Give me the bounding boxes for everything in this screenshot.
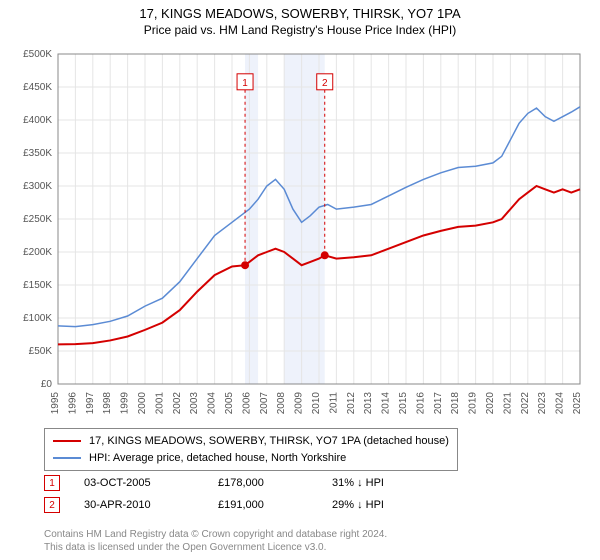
legend-item: 17, KINGS MEADOWS, SOWERBY, THIRSK, YO7 … bbox=[53, 433, 449, 450]
svg-text:£100K: £100K bbox=[23, 313, 52, 324]
svg-text:£200K: £200K bbox=[23, 247, 52, 258]
sale-price: £178,000 bbox=[218, 477, 308, 489]
svg-text:£400K: £400K bbox=[23, 115, 52, 126]
svg-text:£300K: £300K bbox=[23, 181, 52, 192]
chart-title-block: 17, KINGS MEADOWS, SOWERBY, THIRSK, YO7 … bbox=[0, 0, 600, 38]
svg-text:2008: 2008 bbox=[276, 392, 287, 415]
sale-hpi-delta: 31% ↓ HPI bbox=[332, 477, 422, 489]
svg-text:£250K: £250K bbox=[23, 214, 52, 225]
svg-text:1999: 1999 bbox=[120, 392, 131, 415]
legend-swatch bbox=[53, 457, 81, 459]
svg-text:2018: 2018 bbox=[450, 392, 461, 415]
svg-text:2013: 2013 bbox=[363, 392, 374, 415]
svg-text:2007: 2007 bbox=[259, 392, 270, 415]
footer-line1: Contains HM Land Registry data © Crown c… bbox=[44, 528, 387, 541]
svg-text:2: 2 bbox=[322, 78, 328, 89]
svg-text:2023: 2023 bbox=[537, 392, 548, 415]
svg-text:2020: 2020 bbox=[485, 392, 496, 415]
legend-label: HPI: Average price, detached house, Nort… bbox=[89, 450, 346, 467]
svg-text:2016: 2016 bbox=[415, 392, 426, 415]
legend-item: HPI: Average price, detached house, Nort… bbox=[53, 450, 449, 467]
sale-date: 03-OCT-2005 bbox=[84, 477, 194, 489]
footer-line2: This data is licensed under the Open Gov… bbox=[44, 541, 387, 554]
svg-text:2004: 2004 bbox=[207, 392, 218, 415]
svg-text:2006: 2006 bbox=[241, 392, 252, 415]
svg-text:£50K: £50K bbox=[29, 346, 53, 357]
sales-table: 1 03-OCT-2005 £178,000 31% ↓ HPI 2 30-APR-201… bbox=[44, 472, 422, 516]
svg-text:2019: 2019 bbox=[468, 392, 479, 415]
svg-text:2011: 2011 bbox=[328, 392, 339, 414]
svg-text:1995: 1995 bbox=[50, 392, 61, 415]
svg-text:1997: 1997 bbox=[85, 392, 96, 415]
svg-text:2003: 2003 bbox=[189, 392, 200, 415]
legend-label: 17, KINGS MEADOWS, SOWERBY, THIRSK, YO7 … bbox=[89, 433, 449, 450]
sale-point-1 bbox=[241, 261, 249, 269]
svg-text:2022: 2022 bbox=[520, 392, 531, 415]
sale-hpi-delta: 29% ↓ HPI bbox=[332, 499, 422, 511]
svg-text:1998: 1998 bbox=[102, 392, 113, 415]
svg-text:£150K: £150K bbox=[23, 280, 52, 291]
svg-text:2001: 2001 bbox=[154, 392, 165, 415]
svg-text:2025: 2025 bbox=[572, 392, 583, 415]
svg-text:£0: £0 bbox=[41, 379, 53, 390]
svg-text:1: 1 bbox=[242, 78, 248, 89]
sale-row: 2 30-APR-2010 £191,000 29% ↓ HPI bbox=[44, 494, 422, 516]
sale-marker-badge: 2 bbox=[44, 497, 60, 513]
svg-text:2009: 2009 bbox=[294, 392, 305, 415]
svg-text:2017: 2017 bbox=[433, 392, 444, 415]
legend-swatch bbox=[53, 440, 81, 442]
sale-price: £191,000 bbox=[218, 499, 308, 511]
svg-text:2024: 2024 bbox=[555, 392, 566, 415]
price-chart: £0 £50K £100K £150K £200K £250K £300K £350K £400… bbox=[10, 48, 590, 418]
legend: 17, KINGS MEADOWS, SOWERBY, THIRSK, YO7 … bbox=[44, 428, 458, 471]
svg-text:2021: 2021 bbox=[502, 392, 513, 415]
footer-attribution: Contains HM Land Registry data © Crown c… bbox=[44, 528, 387, 554]
svg-text:2010: 2010 bbox=[311, 392, 322, 415]
svg-text:1996: 1996 bbox=[67, 392, 78, 415]
svg-text:£500K: £500K bbox=[23, 49, 52, 60]
svg-text:2002: 2002 bbox=[172, 392, 183, 415]
title-subtitle: Price paid vs. HM Land Registry's House … bbox=[0, 23, 600, 39]
svg-text:2005: 2005 bbox=[224, 392, 235, 415]
title-address: 17, KINGS MEADOWS, SOWERBY, THIRSK, YO7 … bbox=[0, 6, 600, 23]
sale-marker-badge: 1 bbox=[44, 475, 60, 491]
chart-svg: £0 £50K £100K £150K £200K £250K £300K £350K £400… bbox=[10, 48, 590, 418]
sale-row: 1 03-OCT-2005 £178,000 31% ↓ HPI bbox=[44, 472, 422, 494]
svg-text:£350K: £350K bbox=[23, 148, 52, 159]
sale-date: 30-APR-2010 bbox=[84, 499, 194, 511]
svg-text:2012: 2012 bbox=[346, 392, 357, 415]
sale-point-2 bbox=[321, 251, 329, 259]
svg-text:2000: 2000 bbox=[137, 392, 148, 415]
svg-text:2014: 2014 bbox=[381, 392, 392, 415]
svg-text:£450K: £450K bbox=[23, 82, 52, 93]
svg-text:2015: 2015 bbox=[398, 392, 409, 415]
